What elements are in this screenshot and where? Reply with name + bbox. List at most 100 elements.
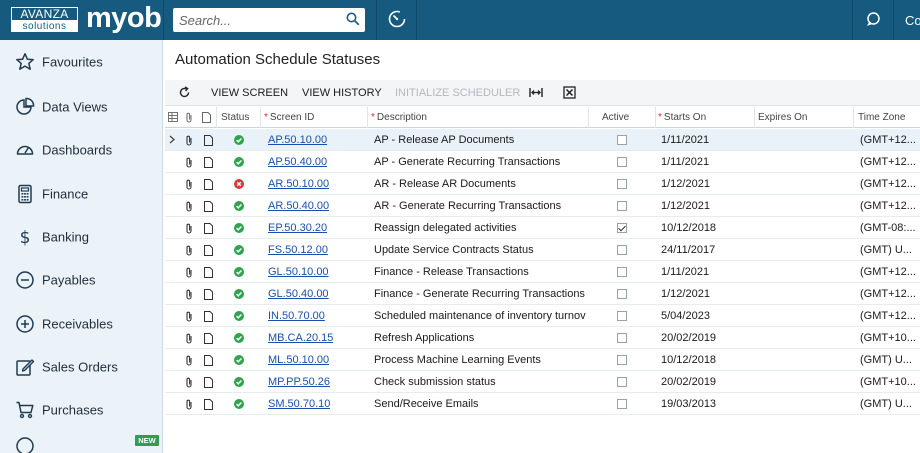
grid-settings-icon[interactable]	[168, 112, 178, 122]
header-description[interactable]: * Description	[371, 112, 427, 123]
table-row[interactable]: MB.CA.20.15 Refresh Applications 20/02/201…	[165, 327, 920, 349]
screen-id-link[interactable]: ML.50.10.00	[268, 354, 330, 366]
refresh-icon[interactable]	[178, 86, 191, 99]
note-icon[interactable]	[204, 399, 213, 410]
sidebar-item-banking[interactable]: $ Banking	[0, 215, 162, 258]
sidebar-item-data-views[interactable]: Data Views	[0, 85, 162, 128]
sidebar-item-partial[interactable]	[0, 432, 162, 453]
note-icon[interactable]	[204, 267, 213, 278]
attachment-icon[interactable]	[185, 223, 193, 234]
sidebar-item-payables[interactable]: Payables	[0, 258, 162, 301]
header-starts-on[interactable]: * Starts On	[658, 112, 707, 123]
table-row[interactable]: GL.50.40.00 Finance - Generate Recurring …	[165, 283, 920, 305]
active-checkbox[interactable]	[617, 267, 627, 277]
note-icon[interactable]	[204, 311, 213, 322]
active-checkbox[interactable]	[617, 377, 627, 387]
search-icon[interactable]	[346, 12, 360, 26]
active-checkbox[interactable]	[617, 333, 627, 343]
header-time-zone[interactable]: Time Zone	[858, 112, 906, 123]
attachment-icon[interactable]	[185, 333, 193, 344]
note-icon[interactable]	[204, 377, 213, 388]
search-input[interactable]	[173, 8, 341, 32]
screen-id-link[interactable]: FS.50.12.00	[268, 244, 328, 256]
status-ok-icon	[234, 201, 244, 211]
attachment-icon[interactable]	[185, 135, 193, 146]
screen-id-link[interactable]: GL.50.10.00	[268, 266, 329, 278]
screen-id-link[interactable]: GL.50.40.00	[268, 288, 329, 300]
header-screen-id[interactable]: * Screen ID	[264, 112, 315, 123]
attachment-icon	[186, 112, 192, 123]
table-row[interactable]: EP.50.30.20 Reassign delegated activities…	[165, 217, 920, 239]
table-row[interactable]: IN.50.70.00 Scheduled maintenance of inve…	[165, 305, 920, 327]
header-expires-on[interactable]: Expires On	[758, 112, 808, 123]
view-history-button[interactable]: VIEW HISTORY	[302, 87, 382, 99]
active-checkbox[interactable]	[617, 245, 627, 255]
attachment-icon[interactable]	[185, 355, 193, 366]
search-box[interactable]	[173, 8, 365, 32]
time-zone-cell: (GMT+12...	[860, 134, 916, 146]
sidebar-item-dashboards[interactable]: Dashboards	[0, 128, 162, 171]
attachment-icon[interactable]	[185, 201, 193, 212]
active-checkbox[interactable]	[617, 311, 627, 321]
table-row[interactable]: AR.50.10.00 AR - Release AR Documents 1/12…	[165, 173, 920, 195]
attachment-icon[interactable]	[185, 179, 193, 190]
header-status[interactable]: Status	[221, 112, 250, 123]
table-row[interactable]: ML.50.10.00 Process Machine Learning Even…	[165, 349, 920, 371]
fit-columns-icon[interactable]	[529, 86, 543, 99]
timer-icon[interactable]	[387, 9, 407, 29]
note-icon[interactable]	[204, 201, 213, 212]
table-row[interactable]: AP.50.10.00 AP - Release AP Documents 1/11…	[165, 129, 920, 151]
chat-icon[interactable]	[865, 11, 881, 27]
sidebar-item-favourites[interactable]: Favourites	[0, 40, 162, 83]
active-checkbox[interactable]	[617, 223, 627, 233]
active-checkbox[interactable]	[617, 157, 627, 167]
active-checkbox[interactable]	[617, 289, 627, 299]
user-menu-label[interactable]: Co	[905, 13, 920, 28]
sidebar-item-receivables[interactable]: Receivables	[0, 302, 162, 345]
attachment-icon[interactable]	[185, 311, 193, 322]
note-icon[interactable]	[204, 289, 213, 300]
screen-id-link[interactable]: AR.50.40.00	[268, 200, 330, 212]
attachment-icon[interactable]	[185, 289, 193, 300]
note-icon[interactable]	[204, 355, 213, 366]
view-screen-button[interactable]: VIEW SCREEN	[211, 87, 289, 99]
table-row[interactable]: FS.50.12.00 Update Service Contracts Stat…	[165, 239, 920, 261]
sidebar-item-finance[interactable]: Finance	[0, 172, 162, 215]
screen-id-link[interactable]: MP.PP.50.26	[268, 376, 330, 388]
sidebar-item-sales-orders[interactable]: Sales Orders	[0, 345, 162, 388]
screen-id-link[interactable]: SM.50.70.10	[268, 398, 331, 410]
export-excel-icon[interactable]	[563, 86, 576, 99]
active-checkbox[interactable]	[617, 399, 627, 409]
note-icon[interactable]	[204, 245, 213, 256]
note-icon[interactable]	[204, 179, 213, 190]
table-row[interactable]: SM.50.70.10 Send/Receive Emails 19/03/2013…	[165, 393, 920, 415]
note-icon[interactable]	[204, 333, 213, 344]
note-icon[interactable]	[204, 135, 213, 146]
initialize-scheduler-button[interactable]: INITIALIZE SCHEDULER	[395, 87, 521, 99]
header-active[interactable]: Active	[602, 112, 630, 123]
screen-id-link[interactable]: IN.50.70.00	[268, 310, 325, 322]
attachment-icon[interactable]	[185, 157, 193, 168]
attachment-icon[interactable]	[185, 267, 193, 278]
table-row[interactable]: GL.50.10.00 Finance - Release Transaction…	[165, 261, 920, 283]
company-logo[interactable]: AVANZA solutions myob	[0, 0, 163, 40]
screen-id-link[interactable]: AP.50.10.00	[268, 134, 328, 146]
table-row[interactable]: MP.PP.50.26 Check submission status 20/02/…	[165, 371, 920, 393]
attachment-icon[interactable]	[185, 377, 193, 388]
attachment-icon[interactable]	[185, 245, 193, 256]
page-title: Automation Schedule Statuses	[175, 51, 381, 68]
attachment-icon[interactable]	[185, 399, 193, 410]
screen-id-link[interactable]: AP.50.40.00	[268, 156, 328, 168]
table-row[interactable]: AP.50.40.00 AP - Generate Recurring Trans…	[165, 151, 920, 173]
note-icon[interactable]	[204, 157, 213, 168]
active-checkbox[interactable]	[617, 355, 627, 365]
screen-id-link[interactable]: EP.50.30.20	[268, 222, 328, 234]
active-checkbox[interactable]	[617, 135, 627, 145]
note-icon[interactable]	[204, 223, 213, 234]
sidebar-item-purchases[interactable]: Purchases	[0, 388, 162, 431]
screen-id-link[interactable]: AR.50.10.00	[268, 178, 330, 190]
screen-id-link[interactable]: MB.CA.20.15	[268, 332, 334, 344]
table-row[interactable]: AR.50.40.00 AR - Generate Recurring Trans…	[165, 195, 920, 217]
active-checkbox[interactable]	[617, 179, 627, 189]
active-checkbox[interactable]	[617, 201, 627, 211]
